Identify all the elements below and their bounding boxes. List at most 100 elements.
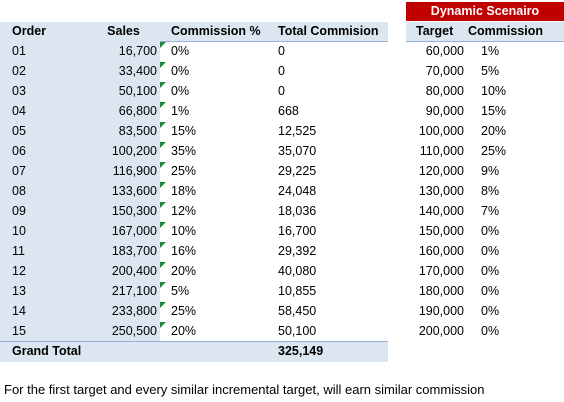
scenario-cell: 1% <box>481 44 500 58</box>
table-cell: 24,048 <box>278 184 317 198</box>
error-indicator <box>160 282 166 288</box>
table-cell: 133,600 <box>111 184 157 198</box>
error-indicator <box>160 62 166 68</box>
table-cell: 11 <box>12 244 25 258</box>
table-cell: 183,700 <box>111 244 157 258</box>
scenario-cell: 180,000 <box>418 284 464 298</box>
table-cell: 02 <box>12 64 26 78</box>
table-cell: 04 <box>12 104 26 118</box>
scenario-header-band <box>406 22 564 42</box>
column-header: Sales <box>107 24 140 38</box>
grand-total-value: 325,149 <box>278 344 324 358</box>
table-cell: 16% <box>171 244 197 258</box>
key-columns-fill <box>0 41 160 341</box>
table-cell: 0 <box>278 84 285 98</box>
table-cell: 50,100 <box>118 84 157 98</box>
table-cell: 29,392 <box>278 244 317 258</box>
table-cell: 668 <box>278 104 299 118</box>
table-cell: 09 <box>12 204 26 218</box>
column-header: Total Commision <box>278 24 379 38</box>
error-indicator <box>160 262 166 268</box>
scenario-cell: 140,000 <box>418 204 464 218</box>
table-cell: 08 <box>12 184 26 198</box>
scenario-cell: 200,000 <box>418 324 464 338</box>
table-cell: 25% <box>171 164 197 178</box>
scenario-cell: 7% <box>481 204 500 218</box>
table-cell: 14 <box>12 304 26 318</box>
error-indicator <box>160 302 166 308</box>
table-cell: 12 <box>12 264 26 278</box>
scenario-cell: 9% <box>481 164 500 178</box>
scenario-cell: 0% <box>481 284 500 298</box>
table-cell: 58,450 <box>278 304 317 318</box>
error-indicator <box>160 102 166 108</box>
table-cell: 20% <box>171 324 197 338</box>
table-cell: 217,100 <box>111 284 157 298</box>
error-indicator <box>160 142 166 148</box>
error-indicator <box>160 82 166 88</box>
table-cell: 35% <box>171 144 197 158</box>
scenario-cell: 160,000 <box>418 244 464 258</box>
scenario-cell: 60,000 <box>425 44 464 58</box>
table-cell: 16,700 <box>278 224 317 238</box>
scenario-cell: 0% <box>481 224 500 238</box>
scenario-header: Target <box>416 24 454 38</box>
table-cell: 12% <box>171 204 197 218</box>
table-cell: 13 <box>12 284 26 298</box>
scenario-cell: 170,000 <box>418 264 464 278</box>
table-cell: 25% <box>171 304 197 318</box>
header-band <box>0 22 388 42</box>
scenario-cell: 0% <box>481 244 500 258</box>
error-indicator <box>160 222 166 228</box>
scenario-cell: 0% <box>481 324 500 338</box>
table-cell: 250,500 <box>111 324 157 338</box>
scenario-cell: 120,000 <box>418 164 464 178</box>
scenario-cell: 0% <box>481 304 500 318</box>
table-cell: 5% <box>171 284 190 298</box>
scenario-cell: 100,000 <box>418 124 464 138</box>
table-cell: 07 <box>12 164 26 178</box>
table-cell: 233,800 <box>111 304 157 318</box>
error-indicator <box>160 162 166 168</box>
table-cell: 20% <box>171 264 197 278</box>
table-cell: 15 <box>12 324 26 338</box>
scenario-cell: 110,000 <box>419 144 464 158</box>
table-cell: 50,100 <box>278 324 317 338</box>
table-cell: 0 <box>278 64 285 78</box>
table-cell: 18% <box>171 184 197 198</box>
table-cell: 66,800 <box>118 104 157 118</box>
table-cell: 116,900 <box>112 164 157 178</box>
scenario-cell: 150,000 <box>418 224 464 238</box>
column-header: Order <box>12 24 47 38</box>
table-cell: 10% <box>171 224 197 238</box>
grand-total-label: Grand Total <box>12 344 82 358</box>
scenario-cell: 5% <box>481 64 500 78</box>
scenario-cell: 25% <box>481 144 507 158</box>
scenario-cell: 8% <box>481 184 500 198</box>
table-cell: 03 <box>12 84 26 98</box>
scenario-title: Dynamic Scenairo <box>430 4 540 18</box>
table-cell: 167,000 <box>111 224 157 238</box>
scenario-title-band <box>406 2 564 21</box>
table-cell: 35,070 <box>278 144 317 158</box>
table-cell: 0% <box>171 64 190 78</box>
table-cell: 100,200 <box>111 144 157 158</box>
scenario-cell: 90,000 <box>425 104 464 118</box>
scenario-cell: 10% <box>481 84 507 98</box>
table-cell: 0 <box>278 44 285 58</box>
table-cell: 40,080 <box>278 264 317 278</box>
scenario-cell: 70,000 <box>425 64 464 78</box>
error-indicator <box>160 322 166 328</box>
scenario-cell: 190,000 <box>418 304 464 318</box>
error-indicator <box>160 242 166 248</box>
error-indicator <box>160 202 166 208</box>
table-cell: 1% <box>171 104 190 118</box>
table-cell: 18,036 <box>278 204 317 218</box>
table-cell: 0% <box>171 84 190 98</box>
table-cell: 10 <box>12 224 26 238</box>
table-cell: 05 <box>12 124 26 138</box>
error-indicator <box>160 122 166 128</box>
table-cell: 12,525 <box>278 124 317 138</box>
column-header: Commission % <box>171 24 261 38</box>
